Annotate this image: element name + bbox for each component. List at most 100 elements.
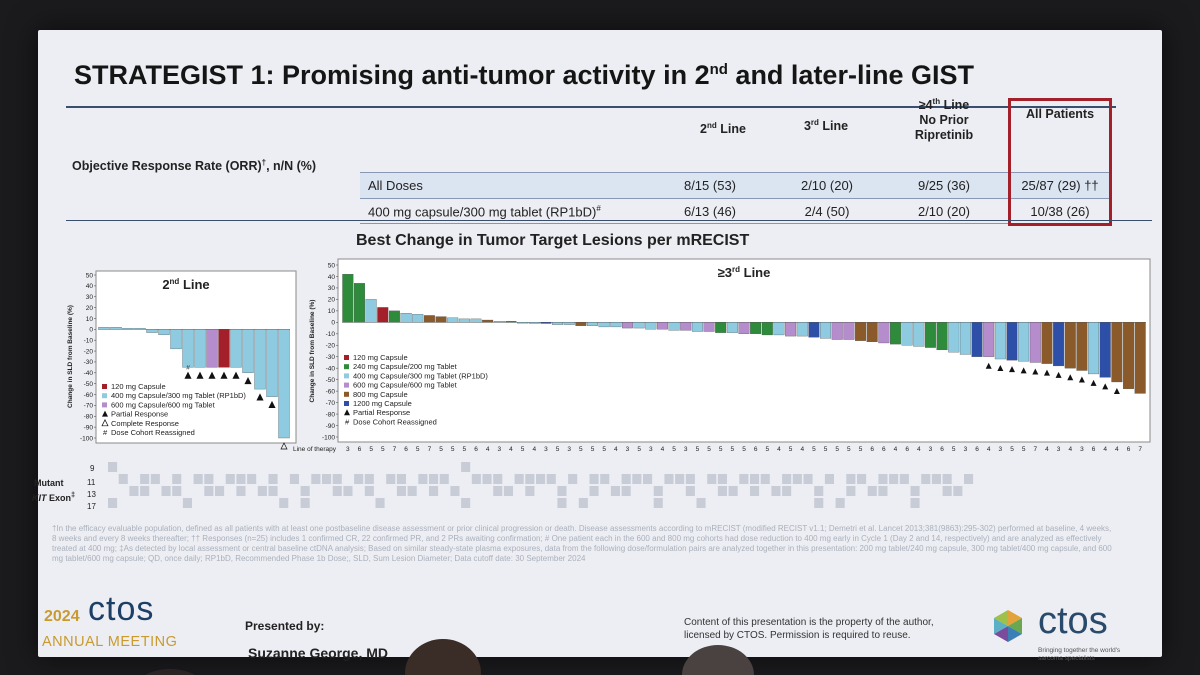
bar bbox=[959, 322, 971, 355]
bar bbox=[703, 322, 715, 332]
mutation-cell bbox=[279, 498, 289, 508]
bar bbox=[726, 322, 738, 333]
orr-cell-4th: 2/10 (20) bbox=[917, 204, 971, 219]
line-of-therapy-value: 7 bbox=[1138, 446, 1142, 453]
bar bbox=[505, 321, 517, 323]
y-tick-label: 40 bbox=[328, 274, 336, 281]
partial-response-marker bbox=[220, 371, 228, 379]
orr-cell-all: 25/87 (29) †† bbox=[1021, 178, 1099, 193]
mutation-cell bbox=[675, 474, 685, 484]
bar bbox=[218, 329, 230, 368]
bar bbox=[540, 322, 552, 324]
mutation-cell bbox=[621, 474, 631, 484]
line-of-therapy-value: 5 bbox=[835, 446, 839, 453]
slide-title: STRATEGIST 1: Promising anti-tumor activ… bbox=[74, 60, 974, 90]
line-of-therapy-value: 3 bbox=[544, 446, 548, 453]
partial-response-marker bbox=[997, 365, 1004, 372]
line-of-therapy-value: 4 bbox=[800, 446, 804, 453]
line-of-therapy-value: 3 bbox=[929, 446, 933, 453]
bar bbox=[1006, 322, 1018, 361]
line-of-therapy-value: 5 bbox=[812, 446, 816, 453]
mutation-cell bbox=[364, 474, 374, 484]
y-tick-label: -40 bbox=[84, 370, 94, 377]
bar bbox=[750, 322, 762, 334]
bar bbox=[715, 322, 727, 333]
legend-label: Partial Response bbox=[353, 408, 410, 417]
partial-response-marker bbox=[1043, 369, 1050, 376]
legend-swatch bbox=[344, 382, 349, 388]
bar bbox=[901, 322, 913, 346]
y-tick-label: -20 bbox=[84, 348, 94, 355]
legend-swatch bbox=[344, 401, 349, 406]
bar bbox=[278, 329, 290, 439]
bar bbox=[377, 307, 389, 323]
line-of-therapy-value: 3 bbox=[626, 446, 630, 453]
mutation-cell bbox=[814, 498, 824, 508]
mutation-cell bbox=[172, 474, 182, 484]
y-tick-label: 40 bbox=[86, 283, 94, 290]
mutation-cell bbox=[910, 486, 920, 496]
line-of-therapy-value: 4 bbox=[1103, 446, 1107, 453]
line-of-therapy-value: 6 bbox=[870, 446, 874, 453]
mutation-cell bbox=[921, 474, 931, 484]
col-header-3rd-line: 3rd Line bbox=[803, 118, 849, 134]
bar bbox=[458, 318, 470, 323]
exon-13-label: 13 bbox=[87, 490, 96, 499]
y-tick-label: -60 bbox=[326, 388, 336, 395]
legend-label: 400 mg Capsule/300 mg Tablet (RP1bD) bbox=[111, 391, 246, 400]
mutation-cell bbox=[643, 474, 653, 484]
bar bbox=[412, 314, 424, 323]
legend-label: 240 mg Capsule/200 mg Tablet bbox=[353, 362, 458, 371]
bar bbox=[493, 321, 505, 323]
legend-swatch bbox=[344, 364, 349, 370]
bar bbox=[122, 328, 134, 330]
bar bbox=[365, 299, 377, 323]
bar bbox=[656, 322, 668, 330]
mutation-cell bbox=[204, 486, 214, 496]
bar bbox=[98, 327, 110, 330]
legend-triangle-icon bbox=[102, 410, 108, 417]
col-header-4th-line: ≥4th Line No Prior Ripretinib bbox=[914, 97, 974, 143]
line-of-therapy-value: 5 bbox=[742, 446, 746, 453]
bar bbox=[110, 327, 122, 330]
line-of-therapy-value: 5 bbox=[381, 446, 385, 453]
mutation-cell bbox=[857, 474, 867, 484]
bar bbox=[254, 329, 266, 390]
mutation-cell bbox=[150, 474, 160, 484]
line-of-therapy-value: 5 bbox=[602, 446, 606, 453]
footnote: †In the efficacy evaluable population, d… bbox=[52, 524, 1112, 563]
mutation-cell bbox=[814, 486, 824, 496]
bar bbox=[1029, 322, 1041, 363]
bar bbox=[354, 283, 365, 323]
mutation-cell bbox=[140, 474, 150, 484]
y-tick-label: -70 bbox=[326, 400, 336, 407]
y-tick-label: -70 bbox=[84, 403, 94, 410]
y-tick-label: -10 bbox=[84, 338, 94, 345]
partial-response-marker bbox=[1020, 367, 1027, 374]
mutation-cell bbox=[867, 486, 877, 496]
mutation-cell bbox=[835, 498, 845, 508]
legend-label: 600 mg Capsule/600 mg Tablet bbox=[353, 381, 458, 390]
mutation-cell bbox=[803, 474, 813, 484]
bar bbox=[242, 329, 254, 373]
mutation-cell bbox=[760, 474, 770, 484]
mutation-cell bbox=[685, 486, 695, 496]
line-of-therapy-value: 6 bbox=[940, 446, 944, 453]
y-tick-label: -80 bbox=[326, 411, 336, 418]
bar bbox=[1076, 322, 1088, 371]
bar bbox=[691, 322, 703, 332]
mutation-cell bbox=[215, 486, 225, 496]
y-tick-label: 30 bbox=[86, 294, 94, 301]
bar bbox=[924, 322, 936, 348]
orr-row-rp1bd: 400 mg capsule/300 mg tablet (RP1bD)# 6/… bbox=[360, 198, 1110, 224]
bar bbox=[182, 329, 194, 368]
mutation-cell bbox=[311, 474, 321, 484]
bar bbox=[633, 322, 645, 329]
bar bbox=[400, 313, 412, 323]
bar bbox=[1018, 322, 1030, 362]
line-of-therapy-value: 5 bbox=[637, 446, 641, 453]
mutation-cell bbox=[396, 474, 406, 484]
mutation-cell bbox=[557, 486, 567, 496]
mutation-cell bbox=[953, 486, 963, 496]
partial-response-marker bbox=[1009, 366, 1015, 373]
